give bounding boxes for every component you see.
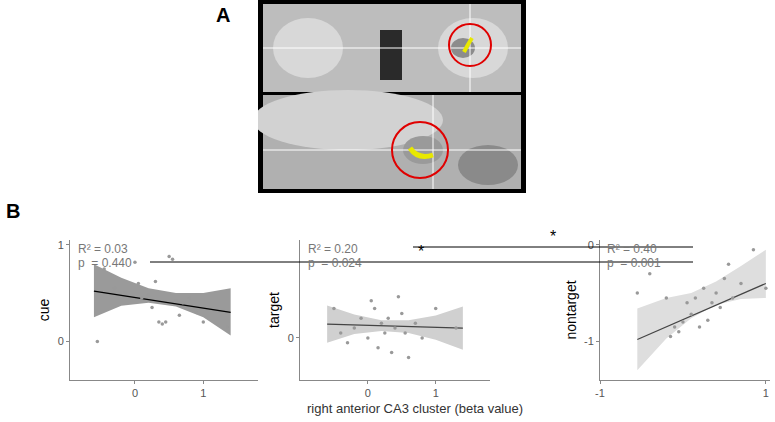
svg-text:1: 1 [200, 387, 206, 399]
svg-text:nontarget: nontarget [563, 280, 579, 339]
svg-text:0: 0 [58, 335, 64, 347]
svg-text:p = 0.001: p = 0.001 [607, 256, 661, 270]
svg-text:-1: -1 [584, 335, 594, 347]
svg-text:R² = 0.40: R² = 0.40 [607, 242, 657, 256]
svg-text:0: 0 [588, 239, 594, 251]
svg-text:-1: -1 [595, 387, 605, 399]
svg-text:p = 0.440: p = 0.440 [78, 256, 132, 270]
svg-text:right anterior CA3 cluster (be: right anterior CA3 cluster (beta value) [307, 401, 523, 416]
svg-text:0: 0 [288, 332, 294, 344]
svg-text:1: 1 [763, 387, 769, 399]
svg-text:*: * [550, 228, 556, 245]
svg-text:p = 0.024: p = 0.024 [308, 256, 362, 270]
svg-text:R² = 0.03: R² = 0.03 [78, 242, 128, 256]
svg-text:1: 1 [58, 239, 64, 251]
svg-text:1: 1 [433, 387, 439, 399]
svg-text:0: 0 [365, 387, 371, 399]
svg-text:0: 0 [132, 387, 138, 399]
html-text:B: B [6, 200, 21, 222]
svg-text:*: * [418, 243, 424, 260]
html-text:A: A [216, 4, 231, 26]
svg-text:R² = 0.20: R² = 0.20 [308, 242, 358, 256]
svg-text:target: target [266, 292, 282, 328]
svg-text:cue: cue [36, 299, 52, 322]
